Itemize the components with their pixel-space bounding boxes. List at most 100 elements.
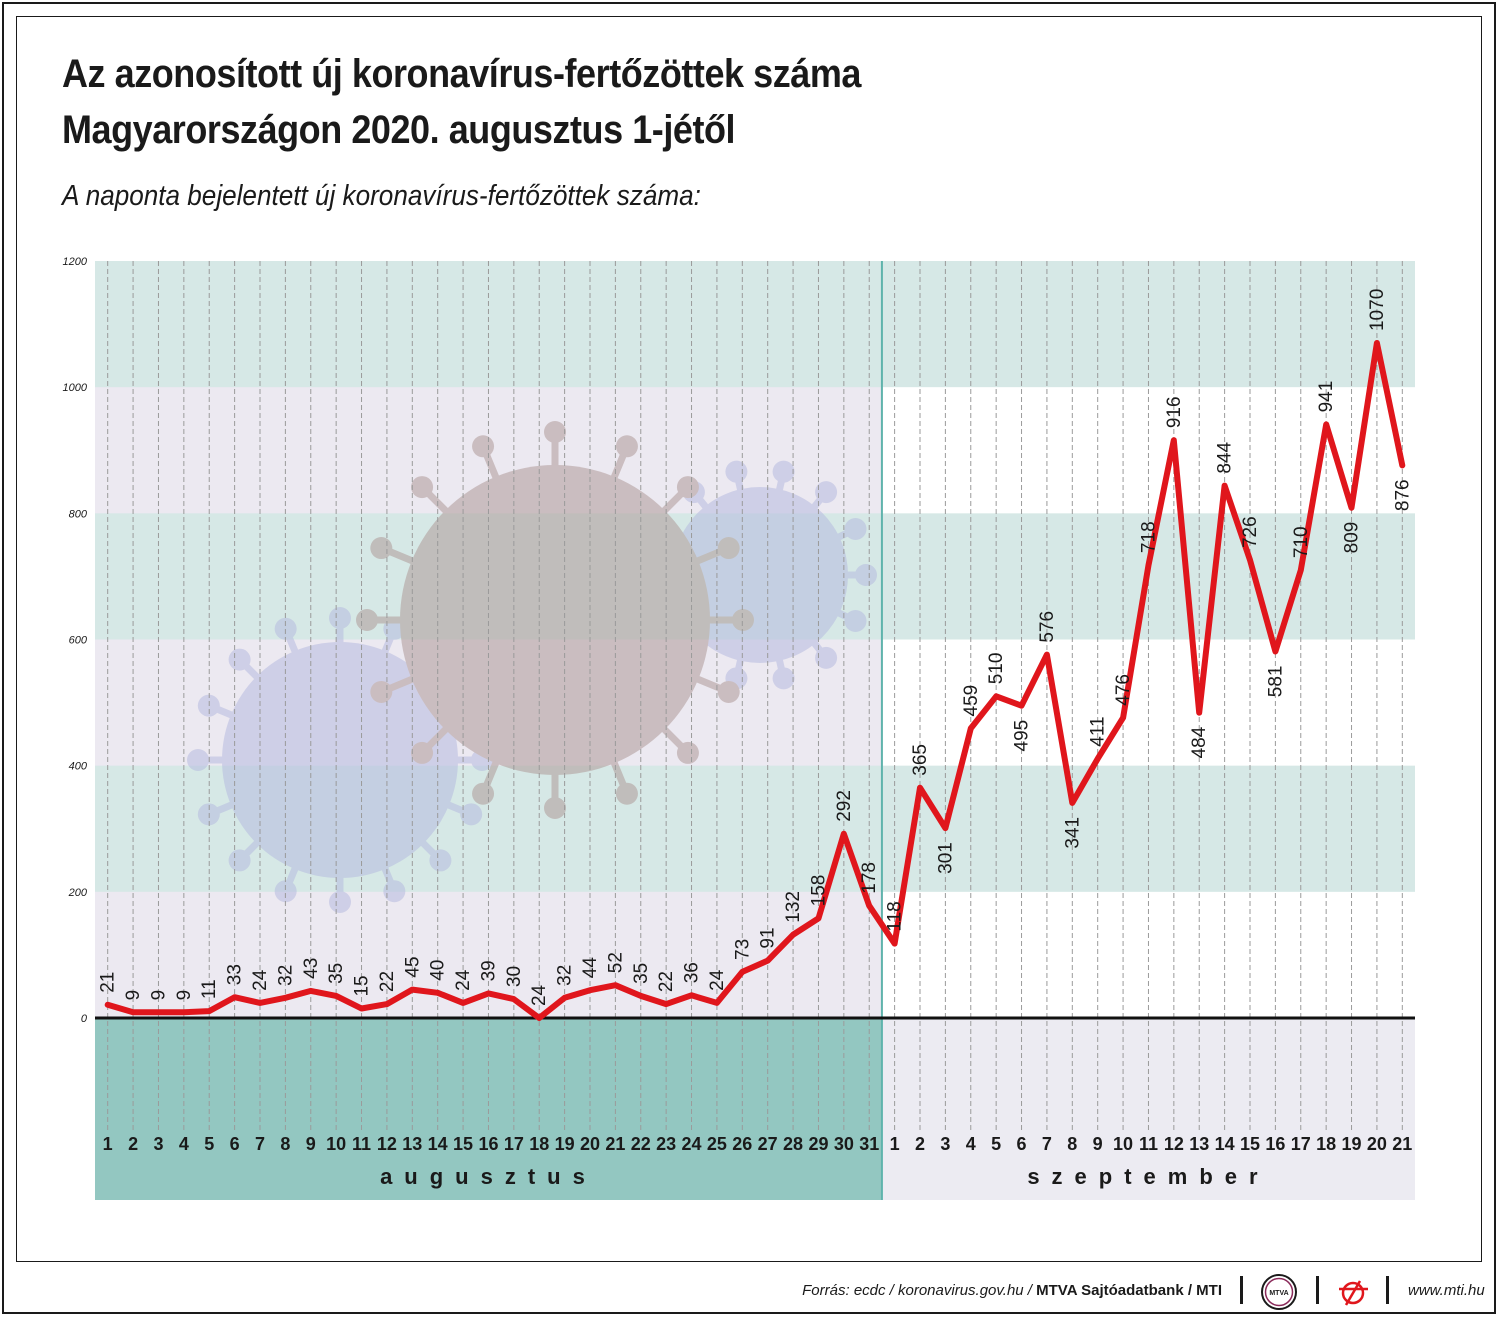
- data-point: [638, 993, 644, 999]
- y-tick-label: 0: [81, 1013, 88, 1025]
- data-point: [1349, 505, 1355, 511]
- x-tick-label: 7: [255, 1134, 265, 1154]
- virus-spike-head: [329, 607, 351, 629]
- virus-spike-head: [815, 481, 838, 504]
- x-tick-label: 9: [1093, 1134, 1103, 1154]
- data-point: [1069, 800, 1075, 806]
- data-label: 24: [707, 969, 728, 991]
- data-label: 15: [352, 975, 373, 996]
- data-point: [1145, 562, 1151, 568]
- y-tick-label: 1200: [63, 256, 88, 268]
- virus-spike-head: [615, 435, 638, 458]
- virus-spike-head: [383, 880, 406, 903]
- data-label: 40: [428, 960, 449, 981]
- virus-spike-head: [815, 646, 838, 669]
- month-label: szeptember: [1027, 1164, 1269, 1189]
- data-point: [206, 1008, 212, 1014]
- data-label: 11: [199, 979, 220, 999]
- data-point: [790, 932, 796, 938]
- virus-spike-head: [732, 609, 754, 631]
- source-prefix: Forrás: ecdc / koronavirus.gov.hu /: [802, 1282, 1037, 1299]
- x-tick-label: 5: [991, 1134, 1001, 1154]
- data-point: [282, 995, 288, 1001]
- data-label: 581: [1265, 665, 1286, 697]
- data-point: [232, 994, 238, 1000]
- x-tick-label: 4: [966, 1134, 976, 1154]
- x-tick-label: 17: [504, 1134, 524, 1154]
- x-tick-label: 24: [682, 1134, 702, 1154]
- x-tick-label: 20: [1367, 1134, 1387, 1154]
- x-tick-label: 31: [859, 1134, 879, 1154]
- data-point: [460, 1000, 466, 1006]
- virus-spike-head: [844, 518, 867, 541]
- x-tick-label: 19: [1342, 1134, 1362, 1154]
- data-label: 576: [1037, 611, 1058, 643]
- footer-separator: [1386, 1276, 1389, 1304]
- virus-spike-head: [274, 880, 297, 903]
- website-link[interactable]: www.mti.hu: [1408, 1282, 1485, 1299]
- data-label: 73: [732, 939, 753, 960]
- virus-icon: [356, 421, 754, 819]
- mtva-logo-icon: MTVA: [1261, 1274, 1297, 1310]
- chart-title-line-1: Az azonosított új koronavírus-fertőzötte…: [62, 52, 861, 96]
- data-point: [968, 725, 974, 731]
- data-label: 32: [555, 965, 576, 986]
- data-label: 809: [1342, 522, 1363, 554]
- x-tick-label: 21: [1392, 1134, 1412, 1154]
- data-label: 52: [605, 952, 626, 973]
- data-point: [765, 958, 771, 964]
- x-tick-label: 6: [230, 1134, 240, 1154]
- data-label: 341: [1062, 817, 1083, 849]
- data-label: 35: [326, 963, 347, 984]
- virus-spike-head: [717, 680, 740, 703]
- virus-spike-head: [676, 741, 699, 764]
- data-label: 876: [1392, 479, 1413, 511]
- data-point: [181, 1009, 187, 1015]
- virus-spike-head: [615, 782, 638, 805]
- data-label: 476: [1113, 674, 1134, 706]
- data-point: [841, 831, 847, 837]
- x-tick-label: 15: [453, 1134, 473, 1154]
- data-point: [435, 990, 441, 996]
- data-label: 118: [885, 901, 906, 931]
- data-label: 21: [98, 972, 119, 993]
- x-tick-label: 1: [890, 1134, 900, 1154]
- data-point: [689, 992, 695, 998]
- data-label: 411: [1088, 716, 1109, 746]
- data-point: [333, 993, 339, 999]
- x-tick-label: 29: [808, 1134, 828, 1154]
- x-tick-label: 2: [915, 1134, 925, 1154]
- chart-title-line-2: Magyarországon 2020. augusztus 1-jétől: [62, 108, 736, 152]
- mti-logo-icon: [1339, 1280, 1368, 1306]
- x-tick-label: 23: [656, 1134, 676, 1154]
- x-tick-label: 27: [758, 1134, 778, 1154]
- series-line: [104, 340, 1406, 1021]
- data-label: 1070: [1367, 289, 1388, 331]
- x-tick-label: 11: [352, 1134, 371, 1154]
- x-tick-label: 6: [1017, 1134, 1027, 1154]
- data-point: [1374, 340, 1380, 346]
- data-point: [1171, 437, 1177, 443]
- data-point: [892, 941, 898, 947]
- virus-spike-head: [472, 435, 495, 458]
- y-tick-label: 600: [69, 635, 88, 647]
- virus-spike-head: [370, 537, 393, 560]
- data-label: 132: [783, 891, 804, 923]
- data-label: 459: [961, 685, 982, 717]
- virus-spike-head: [772, 667, 795, 690]
- virus-spike-head: [429, 849, 452, 872]
- x-tick-label: 30: [834, 1134, 854, 1154]
- footer: Forrás: ecdc / koronavirus.gov.hu / MTVA…: [0, 1268, 1500, 1318]
- data-point: [942, 825, 948, 831]
- data-label: 45: [402, 956, 423, 977]
- data-label: 178: [859, 862, 880, 894]
- data-label: 35: [631, 963, 652, 984]
- virus-spike-head: [544, 797, 566, 819]
- virus-spike-head: [472, 782, 495, 805]
- x-tick-label: 16: [1265, 1134, 1285, 1154]
- x-tick-label: 18: [529, 1134, 549, 1154]
- y-tick-label: 1000: [63, 382, 88, 394]
- data-point: [257, 1000, 263, 1006]
- x-tick-label: 19: [555, 1134, 575, 1154]
